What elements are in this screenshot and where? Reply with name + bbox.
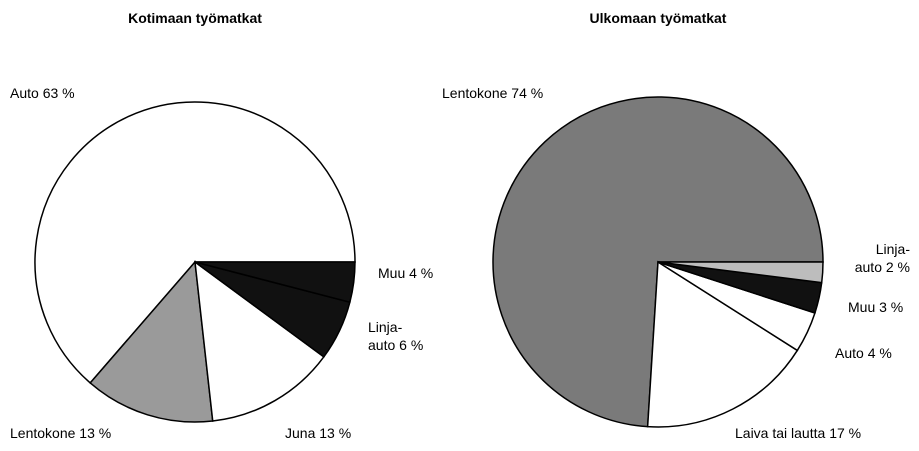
value-label: 2 % bbox=[885, 259, 910, 275]
value-label: 4 % bbox=[867, 345, 892, 361]
slice-label: Auto 63 % bbox=[10, 84, 75, 102]
value-label: 63 % bbox=[42, 85, 75, 101]
pie-slice bbox=[657, 261, 824, 284]
category-name: Muu bbox=[378, 265, 406, 281]
value-label: 13 % bbox=[319, 425, 352, 441]
category-name: Laiva tai lautta bbox=[735, 425, 826, 441]
slice-label: Lentokone 74 % bbox=[442, 84, 543, 102]
category-name: Muu bbox=[848, 299, 876, 315]
value-label: 17 % bbox=[829, 425, 862, 441]
pie-slice bbox=[194, 261, 356, 304]
slice-label: Auto 4 % bbox=[835, 344, 892, 362]
pie-slice bbox=[646, 260, 799, 428]
category-name: Auto bbox=[835, 345, 864, 361]
value-label: 13 % bbox=[79, 425, 112, 441]
pie-slice bbox=[194, 260, 325, 422]
category-name: Auto bbox=[10, 85, 39, 101]
slice-label: Muu 4 % bbox=[378, 264, 433, 282]
slice-label: Linja-auto 2 % bbox=[850, 240, 910, 276]
chart-title: Kotimaan työmatkat bbox=[128, 10, 262, 26]
value-label: 74 % bbox=[511, 85, 544, 101]
category-name: Juna bbox=[285, 425, 316, 441]
chart-title: Ulkomaan työmatkat bbox=[589, 10, 727, 26]
category-name: Lentokone bbox=[442, 85, 508, 101]
value-label: 4 % bbox=[409, 265, 434, 281]
pie-slice bbox=[34, 101, 356, 384]
value-label: 6 % bbox=[399, 337, 424, 353]
slice-label: Laiva tai lautta 17 % bbox=[735, 424, 861, 442]
slice-label: Lentokone 13 % bbox=[10, 424, 111, 442]
slice-label: Linja-auto 6 % bbox=[368, 318, 428, 354]
category-name: Lentokone bbox=[10, 425, 76, 441]
category-name: Linja-auto bbox=[854, 241, 910, 275]
slice-label: Muu 3 % bbox=[848, 298, 903, 316]
pie-slice bbox=[89, 260, 214, 423]
category-name: Linja-auto bbox=[368, 319, 403, 353]
slice-label: Juna 13 % bbox=[285, 424, 351, 442]
value-label: 3 % bbox=[879, 299, 904, 315]
